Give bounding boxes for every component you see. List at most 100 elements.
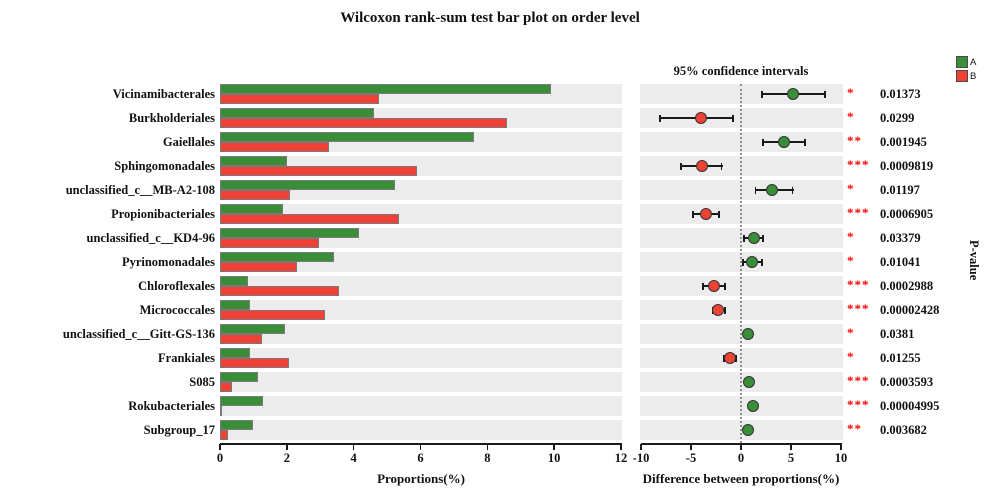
ci-marker	[694, 111, 707, 124]
significance-stars: *	[847, 253, 855, 268]
legend-item-b: B	[956, 69, 976, 83]
ci-cap-left	[702, 282, 704, 290]
ci-marker	[696, 159, 709, 172]
axis-tick	[286, 444, 288, 450]
p-value: 0.001945	[880, 135, 927, 149]
ci-marker	[723, 351, 736, 364]
taxon-label: Subgroup_17	[143, 423, 215, 437]
ci-cap-left	[659, 114, 661, 122]
ci-cap-right	[762, 234, 764, 242]
ci-cap-left	[761, 90, 763, 98]
axis-tick-label: -5	[685, 451, 697, 465]
row-band-left	[220, 324, 622, 344]
ci-panel-title: 95% confidence intervals	[673, 64, 809, 78]
left-x-axis	[220, 443, 622, 445]
axis-tick-label: 10	[547, 451, 561, 465]
p-value: 0.0002988	[880, 279, 934, 293]
ci-marker	[766, 183, 779, 196]
bar-group-b	[220, 118, 508, 128]
legend-swatch-b	[956, 70, 968, 82]
ci-cap-right	[724, 282, 726, 290]
bar-group-a	[220, 372, 259, 382]
axis-tick-label: 2	[283, 451, 290, 465]
bar-group-a	[220, 396, 264, 406]
ci-marker	[699, 207, 712, 220]
bar-group-a	[220, 252, 334, 262]
bar-group-a	[220, 276, 249, 286]
p-value: 0.00004995	[880, 399, 940, 413]
row-band-left	[220, 420, 622, 440]
ci-marker	[707, 279, 720, 292]
axis-tick	[352, 444, 355, 450]
axis-tick-label: -10	[632, 451, 650, 465]
taxon-label: Frankiales	[158, 351, 215, 365]
legend-label-a: A	[970, 56, 977, 68]
taxon-label: Burkholderiales	[128, 111, 215, 125]
ci-cap-right	[804, 138, 806, 146]
axis-tick	[486, 444, 489, 450]
significance-stars: *	[847, 325, 855, 340]
taxon-label: unclassified_c__KD4-96	[86, 231, 215, 245]
significance-stars: *	[847, 181, 855, 196]
legend: A B	[956, 55, 976, 83]
taxon-label: S085	[189, 375, 215, 389]
ci-marker	[745, 255, 758, 268]
axis-tick	[740, 444, 742, 450]
right-x-axis	[641, 443, 842, 445]
bar-group-a	[220, 228, 359, 238]
bar-group-b	[220, 214, 399, 224]
taxon-label: Propionibacteriales	[111, 207, 215, 221]
axis-tick	[219, 444, 221, 450]
ci-cap-right	[761, 258, 763, 266]
axis-tick-label: 6	[417, 451, 424, 465]
axis-tick-label: 5	[787, 451, 795, 465]
p-value: 0.0381	[880, 327, 915, 341]
significance-stars: **	[847, 421, 862, 436]
legend-label-b: B	[970, 70, 977, 82]
bar-group-a	[220, 324, 286, 334]
significance-stars: **	[847, 133, 862, 148]
p-value: 0.01041	[880, 255, 921, 269]
chart-title: Wilcoxon rank-sum test bar plot on order…	[340, 10, 640, 26]
bar-group-b	[220, 382, 232, 392]
significance-stars: ***	[847, 157, 870, 172]
p-value: 0.01373	[880, 87, 921, 101]
axis-tick-label: 4	[350, 451, 357, 465]
ci-cap-right	[791, 186, 794, 194]
bar-group-a	[220, 156, 287, 166]
p-value: 0.00002428	[880, 303, 940, 317]
p-value: 0.0009819	[880, 159, 934, 173]
p-value: 0.0299	[880, 111, 915, 125]
bar-group-a	[220, 108, 374, 118]
taxon-label: unclassified_c__MB-A2-108	[65, 183, 215, 197]
ci-marker	[741, 327, 754, 340]
bar-group-a	[220, 300, 251, 310]
ci-cap-right	[735, 354, 737, 362]
ci-marker	[747, 231, 760, 244]
row-band-left	[220, 396, 622, 416]
axis-tick	[419, 444, 422, 450]
ci-cap-right	[720, 162, 723, 170]
axis-tick	[640, 444, 642, 450]
p-value: 0.01255	[880, 351, 921, 365]
p-value: 0.0003593	[880, 375, 934, 389]
axis-tick	[553, 444, 555, 450]
axis-tick-label: 0	[216, 451, 224, 465]
bar-group-b	[220, 286, 339, 296]
ci-cap-right	[718, 210, 720, 218]
ci-marker	[743, 375, 756, 388]
ci-marker	[777, 135, 790, 148]
ci-cap-left	[754, 186, 757, 194]
p-value: 0.003682	[880, 423, 927, 437]
bar-group-a	[220, 348, 251, 358]
p-value: 0.01197	[880, 183, 920, 197]
row-band-left	[220, 348, 622, 368]
ci-marker	[786, 87, 799, 100]
ci-marker	[742, 423, 755, 436]
bar-group-a	[220, 180, 396, 190]
axis-tick-label: 12	[614, 451, 628, 465]
ci-marker	[746, 399, 759, 412]
taxon-label: Rokubacteriales	[128, 399, 215, 413]
taxon-label: Chloroflexales	[138, 279, 215, 293]
